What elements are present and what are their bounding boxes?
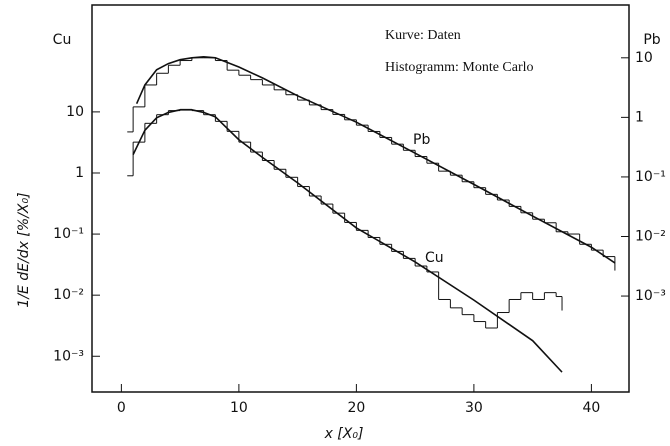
x-tick-label: 0 [117, 400, 126, 416]
y2-tick-label: 10⁻² [635, 228, 666, 244]
data-curve [132, 109, 563, 373]
x-tick-label: 30 [465, 400, 483, 416]
y2-tick-label: 1 [635, 109, 644, 125]
y-tick-label: 10⁻² [53, 287, 84, 303]
y-axis-label: 1/E dE/dx [%/X₀] [16, 192, 32, 307]
y-tick-label: 10 [66, 104, 84, 120]
y-tick-label: 10⁻¹ [53, 226, 84, 242]
y-tick-label: 1 [75, 165, 84, 181]
annotation: Kurve: Daten [385, 28, 461, 43]
y-axis-tag: Cu [53, 32, 72, 48]
series-label: Pb [413, 132, 430, 148]
y2-tick-label: 10⁻³ [635, 288, 666, 304]
y2-tick-label: 10⁻¹ [635, 169, 666, 185]
y-tick-label: 10⁻³ [53, 348, 84, 364]
x-tick-label: 40 [582, 400, 600, 416]
x-tick-label: 20 [347, 400, 365, 416]
x-axis-label: x [X₀] [324, 426, 364, 442]
annotation: Histogramm: Monte Carlo [385, 60, 534, 75]
y2-tick-label: 10 [635, 50, 653, 66]
x-tick-label: 10 [230, 400, 248, 416]
y2-axis-tag: Pb [643, 32, 660, 48]
data-curve [135, 55, 616, 264]
series-label: Cu [425, 250, 444, 266]
plot-frame [91, 4, 630, 393]
